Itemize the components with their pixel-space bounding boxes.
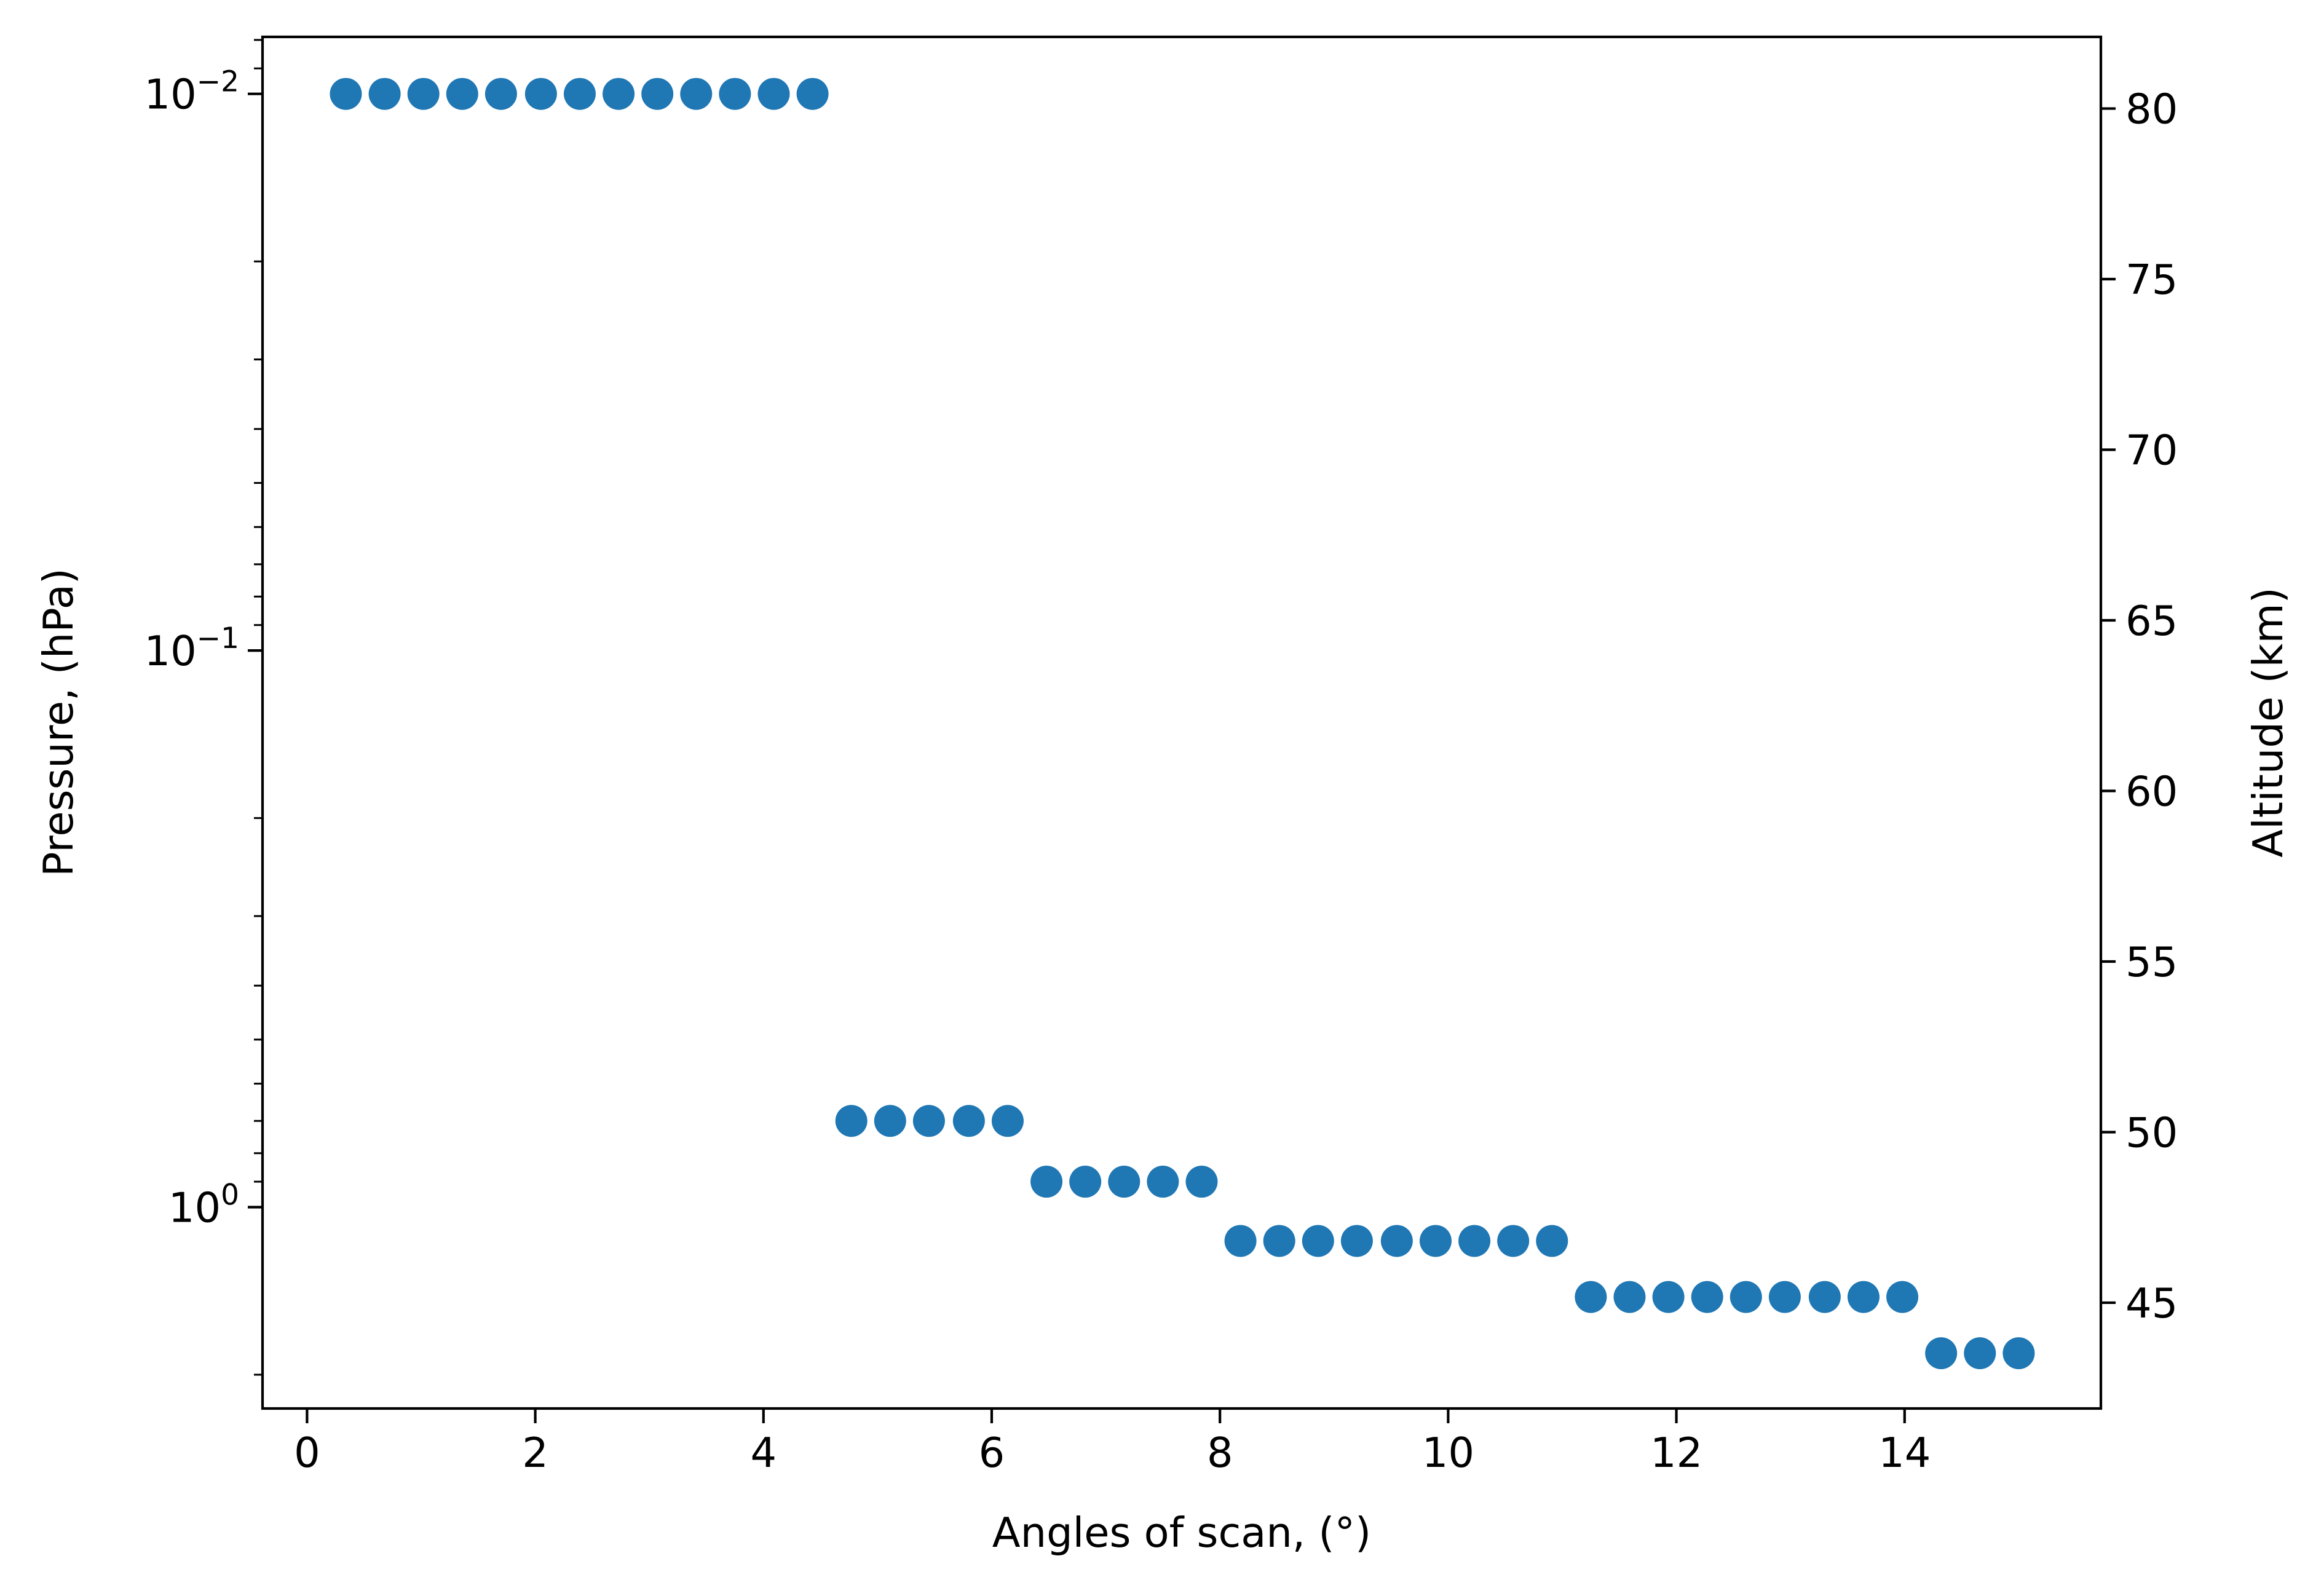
data-point [446,77,478,110]
x-tick-label: 2 [522,1429,548,1477]
data-point [1886,1281,1919,1313]
data-point [1108,1166,1141,1198]
data-point [1730,1281,1762,1313]
x-tick-label: 0 [294,1429,320,1477]
data-point [757,77,790,110]
data-point [603,77,635,110]
data-point [1652,1281,1685,1313]
data-point [1263,1225,1295,1257]
data-points [330,77,2035,1370]
data-point [1380,1225,1413,1257]
data-point [563,77,596,110]
data-point [1847,1281,1880,1313]
y-axis-label: Pressure, (hPa) [34,568,82,877]
y2-tick-label: 60 [2125,767,2178,815]
x-tick-label: 14 [1878,1429,1931,1477]
y2-tick-label: 45 [2125,1279,2178,1327]
x-tick-label: 10 [1422,1429,1474,1477]
data-point [719,77,751,110]
y2-tick-label: 65 [2125,597,2178,645]
data-point [952,1105,985,1137]
data-point [1964,1337,1996,1370]
x-tick-label: 6 [979,1429,1005,1477]
x-tick-label: 12 [1650,1429,1702,1477]
data-point [1691,1281,1723,1313]
data-point [330,77,362,110]
data-point [484,77,517,110]
data-point [368,77,401,110]
data-point [1808,1281,1841,1313]
data-point [1536,1225,1568,1257]
y2-tick-label: 75 [2125,256,2178,304]
data-point [1224,1225,1257,1257]
data-point [2002,1337,2035,1370]
data-point [835,1105,868,1137]
data-point [1575,1281,1607,1313]
data-point [1419,1225,1452,1257]
data-point [1030,1166,1063,1198]
data-point [1613,1281,1646,1313]
data-point [524,77,557,110]
y2-tick-label: 80 [2125,85,2178,133]
x-axis-label: Angles of scan, (°) [992,1509,1371,1557]
y2-tick-label: 50 [2125,1108,2178,1156]
data-point [796,77,829,110]
data-point [1925,1337,1958,1370]
y2-tick-label: 55 [2125,938,2178,986]
data-point [1340,1225,1373,1257]
y2-tick-label: 70 [2125,427,2178,475]
data-point [641,77,674,110]
data-point [680,77,713,110]
data-point [1497,1225,1530,1257]
y2-axis-label: Altitude (km) [2244,587,2292,857]
plot-frame [261,35,2103,1410]
data-point [1302,1225,1334,1257]
data-point [1185,1166,1218,1198]
data-point [991,1105,1024,1137]
data-point [1069,1166,1102,1198]
y-tick-label: 100 [168,1178,239,1231]
x-tick-label: 8 [1207,1429,1233,1477]
x-tick-label: 4 [750,1429,777,1477]
data-point [874,1105,906,1137]
data-point [1768,1281,1801,1313]
data-point [407,77,440,110]
data-point [1147,1166,1179,1198]
data-point [912,1105,945,1137]
data-point [1458,1225,1491,1257]
